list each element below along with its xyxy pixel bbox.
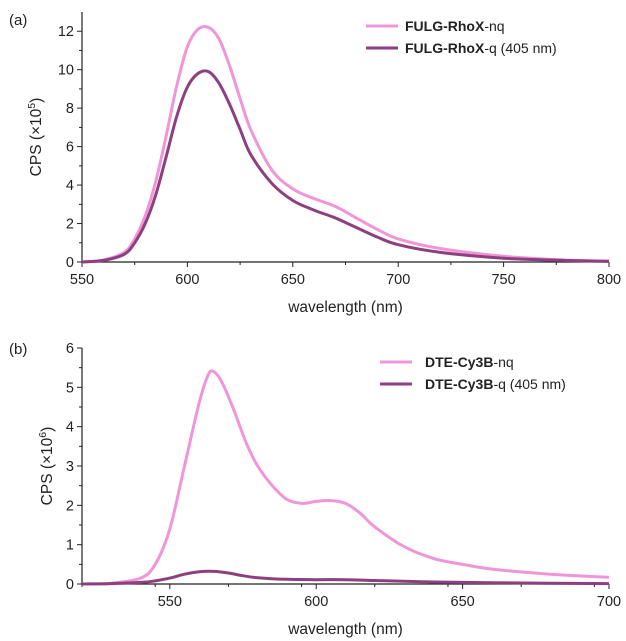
panel-b-legend-label: DTE-Cy3B-nq [425,354,514,370]
panel-b-y-tick-label: 2 [66,498,74,514]
panel-b-y-tick-label: 3 [66,459,74,475]
panel-b-y-tick-label: 4 [66,420,74,436]
panel-a-x-tick-label: 800 [597,272,621,288]
panel-b-y-tick-label: 6 [66,341,74,357]
panel-b-series-q-line [81,569,610,586]
panel-a-series-nq-line [81,24,610,264]
panel-a-x-tick-label: 550 [70,272,94,288]
panel-a-y-tick-label: 10 [58,63,74,79]
panel-a-series-q-line [81,69,610,264]
panel-b-label: (b) [9,341,27,358]
panel-a-y-tick-label: 12 [58,24,74,40]
panel-a-x-axis-title: wavelength (nm) [287,299,403,316]
panel-b-x-axis-title: wavelength (nm) [287,621,403,638]
panel-a-label: (a) [9,12,27,29]
panel-b-x-tick-label: 700 [597,594,621,610]
panel-b-series-nq-line [81,369,610,586]
panel-a-x-tick-label: 650 [281,272,305,288]
panel-a-legend-label: FULG-RhoX-nq [405,18,505,34]
panel-a-x-tick-label: 600 [175,272,199,288]
panel-a-y-axis-title: CPS (×105) [26,98,45,177]
panel-b-legend-label: DTE-Cy3B-q (405 nm) [425,376,566,392]
panel-a-y-tick-label: 6 [66,140,74,156]
panel-a-legend-label: FULG-RhoX-q (405 nm) [405,40,557,56]
panel-b-y-tick-label: 5 [66,380,74,396]
panel-b-y-axis-title: CPS (×106) [37,427,56,506]
panel-b-x-tick-label: 550 [158,594,182,610]
panel-b-chart: (b) 550 600 650 700 0 1 2 3 4 5 6 wavelength (nm) CPS… [9,341,621,638]
panel-a-x-tick-label: 750 [491,272,515,288]
panel-a-y-tick-label: 2 [66,217,74,233]
panel-b-y-tick-label: 0 [66,577,74,593]
panel-a-y-tick-label: 4 [66,178,74,194]
panel-b-x-tick-label: 650 [451,594,475,610]
panel-a-x-tick-label: 700 [386,272,410,288]
panel-b-y-tick-label: 1 [66,538,74,554]
panel-b-x-tick-label: 600 [304,594,328,610]
panel-a-y-tick-label: 8 [66,101,74,117]
panel-a-y-tick-label: 0 [66,255,74,271]
panel-a-chart: (a) 550 600 650 700 750 800 0 2 4 6 8 10 12 wavelength… [9,12,621,316]
